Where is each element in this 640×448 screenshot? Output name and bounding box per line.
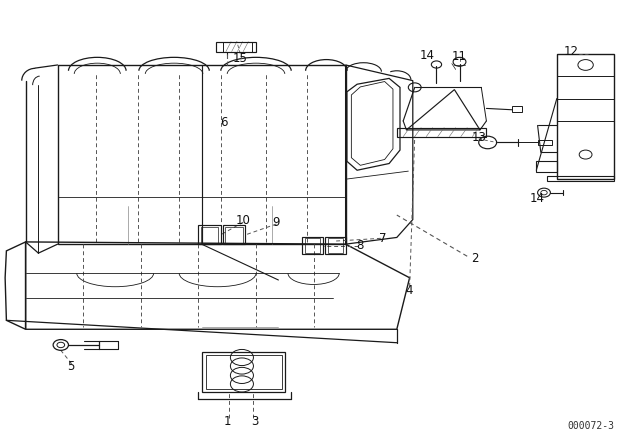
Bar [223,225,245,244]
Text: 5: 5 [67,360,74,373]
Bar [512,106,522,112]
Text: 6: 6 [220,116,228,129]
Bar [397,128,486,137]
Text: 9: 9 [273,215,280,229]
Text: 7: 7 [379,232,387,245]
Bar [302,237,323,254]
Text: 14: 14 [420,49,435,62]
Text: 8: 8 [356,239,364,252]
Text: 3: 3 [251,414,259,428]
Bar [202,352,285,392]
Bar [305,238,320,253]
Text: 10: 10 [236,214,251,227]
Bar [325,237,346,254]
Bar [198,225,221,244]
Text: 11: 11 [452,49,467,63]
Bar [216,42,256,52]
Bar [328,238,343,253]
Text: 13: 13 [471,130,486,144]
Text: 12: 12 [564,44,579,58]
Text: 2: 2 [471,252,479,266]
Text: 000072-3: 000072-3 [568,422,614,431]
Text: 1: 1 [223,414,231,428]
Bar [206,355,282,389]
Bar [201,227,218,243]
Bar [225,227,243,243]
Text: 15: 15 [232,52,248,65]
Text: 14: 14 [530,191,545,205]
Text: 4: 4 [406,284,413,297]
Bar [538,140,552,145]
